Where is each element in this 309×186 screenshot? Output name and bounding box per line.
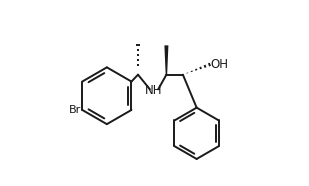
Text: NH: NH [145, 84, 162, 97]
Text: Br: Br [69, 105, 81, 115]
Text: OH: OH [210, 58, 228, 71]
Polygon shape [164, 45, 168, 75]
